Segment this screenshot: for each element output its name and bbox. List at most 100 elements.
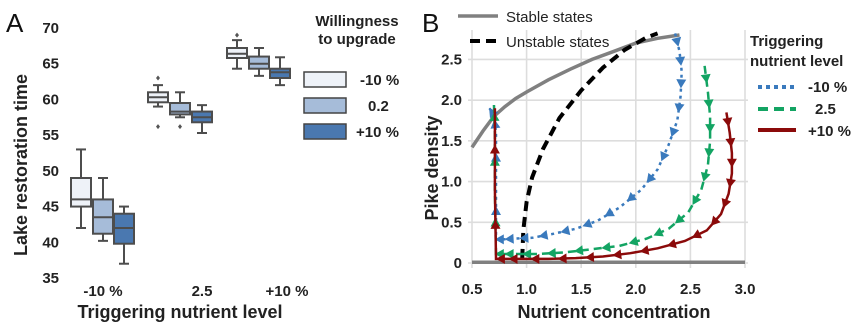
- trajectory-arrow: [721, 198, 732, 209]
- trajectory-arrow: [495, 253, 505, 264]
- box-02-1: [169, 91, 191, 130]
- y-tick-label: 35: [42, 270, 59, 287]
- trajectory-arrow: [504, 249, 514, 259]
- legend-label-plus10: +10 %: [356, 124, 399, 141]
- panel-a-legend: Willingness to upgrade -10 % 0.2 +10 %: [303, 13, 399, 141]
- trajectory-arrow: [700, 171, 711, 182]
- panel-a-legend-title-line1: Willingness: [315, 13, 398, 30]
- box-10-0: [70, 148, 92, 229]
- trajectory-arrow: [710, 215, 721, 226]
- trajectory-arrow: [490, 219, 501, 229]
- panel-letter-b: B: [422, 8, 439, 38]
- box-body: [70, 177, 92, 208]
- legend-swatch-minus10: [303, 71, 347, 88]
- x-tick-label: 1.0: [516, 281, 537, 298]
- trajectory-arrow: [601, 242, 611, 252]
- trigger-legend-title-line1: Triggering: [750, 33, 823, 50]
- trajectory-arrow: [519, 232, 529, 243]
- legend-stable-label: Stable states: [506, 9, 593, 26]
- trajectory-arrow: [574, 245, 584, 256]
- y-tick-label: 2.5: [441, 51, 462, 68]
- legend-label-0-2: 0.2: [368, 98, 389, 115]
- trajectory-arrow: [660, 151, 670, 162]
- x-tick-label: 3.0: [735, 281, 756, 298]
- x-tick-label: 2.5: [680, 281, 701, 298]
- panel-a-y-ticks: 35 40 45 50 55 60 65 70: [42, 20, 59, 287]
- trajectory-arrow: [704, 148, 715, 158]
- panel-b-x-ticks: 0.5 1.0 1.5 2.0 2.5 3.0: [462, 281, 756, 298]
- trajectory-arrow: [703, 99, 714, 109]
- legend-unstable-label: Unstable states: [506, 34, 609, 51]
- trajectory-arrow: [604, 207, 615, 217]
- trajectory-arrow: [584, 252, 595, 262]
- trajectory-arrow: [508, 253, 518, 264]
- trajectory-arrow: [557, 253, 567, 264]
- box-body: [269, 67, 291, 80]
- y-tick-label: 70: [42, 20, 59, 37]
- panel-a-y-axis-label: Lake restoration time: [11, 74, 31, 256]
- box-10-0: [113, 205, 135, 265]
- panel-a-x-ticks: -10 % 2.5 +10 %: [83, 283, 308, 300]
- trajectory-10: [488, 33, 687, 245]
- trajectory-arrow: [671, 36, 682, 47]
- panel-b-trigger-legend: Triggering nutrient level -10 % 2.5 +10 …: [750, 33, 851, 140]
- box-10-1: [147, 75, 169, 130]
- y-tick-label: 45: [42, 199, 59, 216]
- panel-a-x-axis-label: Triggering nutrient level: [77, 302, 282, 322]
- panel-b-x-axis-label: Nutrient concentration: [517, 302, 710, 322]
- box-02-0: [92, 177, 114, 242]
- x-tick-label: 1.5: [571, 281, 592, 298]
- trajectory-arrow: [666, 238, 677, 249]
- x-tick-label: 2.0: [625, 281, 646, 298]
- trajectory-arrow: [725, 137, 736, 148]
- trajectory-arrow: [692, 194, 702, 205]
- trajectory-arrow: [722, 117, 733, 127]
- trajectory-arrow: [504, 233, 514, 244]
- trajectory-arrow: [726, 158, 737, 168]
- trajectory-arrow: [626, 192, 637, 202]
- trajectory-arrow: [522, 249, 532, 259]
- trajectory-arrow: [726, 178, 736, 188]
- y-tick-label: 0: [454, 255, 462, 272]
- panel-b-trajectories-lines: [488, 33, 737, 264]
- y-tick-label: 1.0: [441, 174, 462, 191]
- x-tick-label: +10 %: [266, 283, 309, 300]
- panel-a-legend-title-line2: to upgrade: [318, 31, 396, 48]
- trajectory-arrow: [530, 253, 540, 264]
- trajectory-arrow: [560, 225, 571, 236]
- box-body: [248, 55, 270, 70]
- unstable-curve: [520, 31, 659, 259]
- trajectory-10: [489, 108, 737, 264]
- trajectory-arrow: [674, 103, 685, 113]
- y-tick-label: 40: [42, 234, 59, 251]
- trajectory-arrow: [538, 230, 549, 240]
- trajectory-arrow: [546, 248, 556, 258]
- box-10-2: [269, 56, 291, 87]
- legend-trigger-minus10-label: -10 %: [808, 79, 847, 96]
- box-outlier: [156, 124, 160, 130]
- panel-letter-a: A: [6, 8, 24, 38]
- box-outlier: [178, 124, 182, 130]
- trajectory-arrow: [705, 124, 716, 134]
- legend-trigger-2-5-label: 2.5: [815, 101, 836, 118]
- legend-trigger-plus10-label: +10 %: [808, 123, 851, 140]
- trajectory-arrow: [676, 79, 687, 89]
- panel-b-trajectories: B 00.51.01.52.02.5 0.5 1.0 1.5 2.0 2.5 3.0 Pi…: [422, 8, 851, 322]
- x-tick-label: 0.5: [462, 281, 483, 298]
- trajectory-arrow: [700, 73, 711, 84]
- trajectory-arrow: [628, 236, 639, 246]
- x-tick-label: -10 %: [83, 283, 122, 300]
- trajectory-arrow: [691, 229, 703, 239]
- trajectory-arrow: [646, 172, 657, 183]
- panel-b-states-legend: Stable states Unstable states: [458, 9, 609, 51]
- y-tick-label: 55: [42, 127, 59, 144]
- y-tick-label: 0.5: [441, 214, 462, 231]
- panel-b-y-ticks: 0 0.5 1.0 1.5 2.0 2.5: [441, 51, 462, 272]
- box-10-1: [191, 104, 213, 134]
- x-tick-label: 2.5: [192, 283, 213, 300]
- y-tick-label: 65: [42, 56, 59, 73]
- panel-b-grid: [468, 30, 748, 268]
- panel-b-y-axis-label: Pike density: [422, 115, 442, 220]
- box-10-2: [226, 32, 248, 70]
